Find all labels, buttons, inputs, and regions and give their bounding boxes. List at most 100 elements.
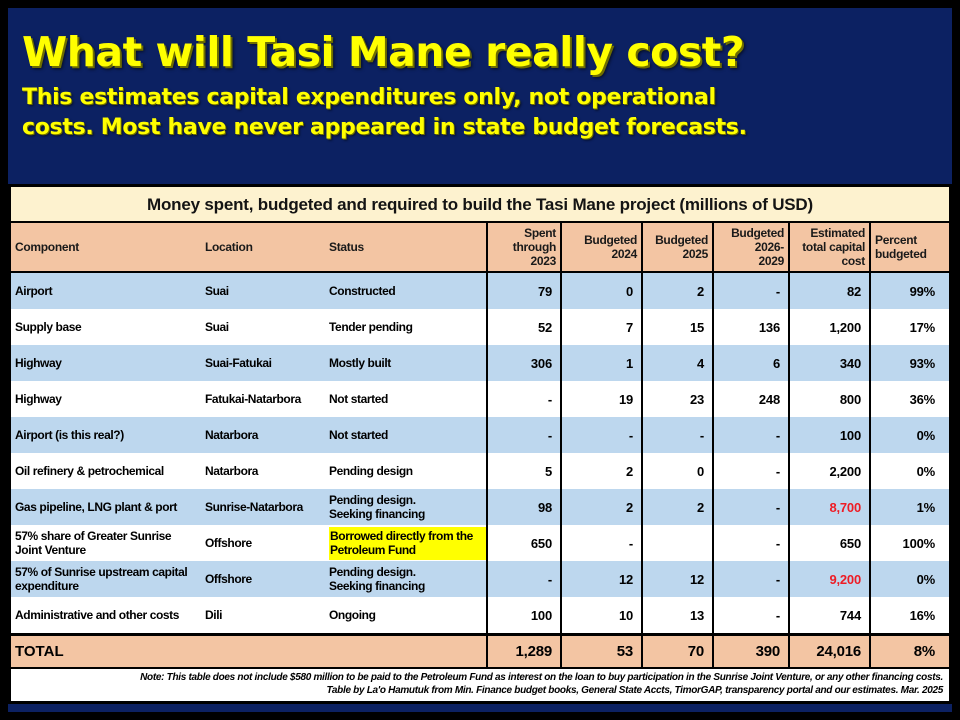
cell-b2024: 2 <box>560 489 641 525</box>
cell-b2026_2029: - <box>712 561 788 597</box>
cell-est_total: 650 <box>788 525 869 561</box>
cell-est_total: 1,200 <box>788 309 869 345</box>
cell-b2025: 2 <box>641 273 712 309</box>
cell-b2024: 19 <box>560 381 641 417</box>
cell-b2026_2029: - <box>712 597 788 633</box>
cell-est_total: 9,200 <box>788 561 869 597</box>
cell-b2026_2029: - <box>712 417 788 453</box>
table-body: Airport Suai Constructed 79 0 2-82 99% Supply b… <box>11 273 949 633</box>
cell-spent2023: 306 <box>486 345 560 381</box>
cell-b2024: 12 <box>560 561 641 597</box>
cell-spent2023: 98 <box>486 489 560 525</box>
cell-status: Constructed <box>329 284 396 298</box>
cell-b2025: 13 <box>641 597 712 633</box>
cell-b2025 <box>641 525 712 561</box>
total-b2026_2029: 390 <box>712 636 788 667</box>
cell-component: Supply base <box>15 320 82 334</box>
table-row: Gas pipeline, LNG plant & port Sunrise-Na… <box>11 489 949 525</box>
column-header-b2024: Budgeted 2024 <box>560 223 641 271</box>
total-pct: 8% <box>869 636 943 667</box>
cell-status: Not started <box>329 428 388 442</box>
total-est_total: 24,016 <box>788 636 869 667</box>
column-header-location: Location <box>205 240 253 254</box>
column-header-component: Component <box>15 240 79 254</box>
cell-location: Natarbora <box>205 464 259 478</box>
cell-est_total: 8,700 <box>788 489 869 525</box>
cell-location: Suai <box>205 320 229 334</box>
cell-status: Pending design. Seeking financing <box>329 565 425 593</box>
cell-b2025: 0 <box>641 453 712 489</box>
cell-pct: 16% <box>869 597 943 633</box>
cell-pct: 0% <box>869 453 943 489</box>
cell-location: Suai <box>205 284 229 298</box>
cell-component: Gas pipeline, LNG plant & port <box>15 500 178 514</box>
table-header-row: Component Location Status Spent through 202… <box>11 223 949 273</box>
cell-b2024: 1 <box>560 345 641 381</box>
cell-location: Offshore <box>205 536 252 550</box>
cell-pct: 99% <box>869 273 943 309</box>
cell-location: Dili <box>205 608 223 622</box>
cell-est_total: 100 <box>788 417 869 453</box>
cell-est_total: 82 <box>788 273 869 309</box>
cell-component: Administrative and other costs <box>15 608 180 622</box>
column-header-pct: Percent budgeted <box>869 223 943 271</box>
total-b2025: 70 <box>641 636 712 667</box>
cell-spent2023: - <box>486 381 560 417</box>
cell-status: Pending design. Seeking financing <box>329 493 425 521</box>
table-row: Highway Suai-Fatukai Mostly built 306 1 4 6 340… <box>11 345 949 381</box>
column-header-b2026_2029: Budgeted 2026- 2029 <box>712 223 788 271</box>
cell-b2025: 23 <box>641 381 712 417</box>
cell-component: Highway <box>15 392 62 406</box>
cell-b2024: 2 <box>560 453 641 489</box>
cell-b2025: 4 <box>641 345 712 381</box>
cell-b2024: 7 <box>560 309 641 345</box>
cell-b2024: 0 <box>560 273 641 309</box>
cell-b2024: 10 <box>560 597 641 633</box>
total-spent2023: 1,289 <box>486 636 560 667</box>
slide-background: What will Tasi Mane really cost? This es… <box>8 8 952 712</box>
cell-status: Tender pending <box>329 320 413 334</box>
cell-location: Natarbora <box>205 428 259 442</box>
cell-status: Pending design <box>329 464 413 478</box>
cell-pct: 36% <box>869 381 943 417</box>
column-header-b2025: Budgeted 2025 <box>641 223 712 271</box>
cell-b2026_2029: 248 <box>712 381 788 417</box>
cell-b2026_2029: 136 <box>712 309 788 345</box>
red-cost-value: 8,700 <box>829 499 861 515</box>
cell-spent2023: 5 <box>486 453 560 489</box>
cell-pct: 93% <box>869 345 943 381</box>
cell-b2025: 2 <box>641 489 712 525</box>
table-row: Airport (is this real?) Natarbora Not star… <box>11 417 949 453</box>
cell-b2026_2029: - <box>712 489 788 525</box>
cell-est_total: 340 <box>788 345 869 381</box>
cell-spent2023: - <box>486 417 560 453</box>
cell-b2026_2029: 6 <box>712 345 788 381</box>
red-cost-value: 9,200 <box>829 571 861 587</box>
cell-pct: 0% <box>869 561 943 597</box>
cell-b2024: - <box>560 525 641 561</box>
table-row: 57% of Sunrise upstream capital expendit… <box>11 561 949 597</box>
cost-table: Money spent, budgeted and required to bu… <box>8 184 952 704</box>
table-row: Oil refinery & petrochemical Natarbora Pen… <box>11 453 949 489</box>
cell-component: Airport (is this real?) <box>15 428 124 442</box>
cell-status: Not started <box>329 392 388 406</box>
total-b2024: 53 <box>560 636 641 667</box>
cell-b2025: 15 <box>641 309 712 345</box>
slide-subtitle-line-1: This estimates capital expenditures only… <box>22 85 716 111</box>
cell-spent2023: 52 <box>486 309 560 345</box>
slide-subtitle-line-2: costs. Most have never appeared in state… <box>22 114 747 140</box>
cell-pct: 1% <box>869 489 943 525</box>
cell-component: Highway <box>15 356 62 370</box>
cell-component: 57% of Sunrise upstream capital expendit… <box>15 565 188 593</box>
cell-spent2023: 100 <box>486 597 560 633</box>
cell-component: Oil refinery & petrochemical <box>15 464 164 478</box>
footnote-line-2: Table by La'o Hamutuk from Min. Finance … <box>326 685 943 696</box>
cell-spent2023: - <box>486 561 560 597</box>
cell-b2026_2029: - <box>712 453 788 489</box>
highlighted-status-text: Borrowed directly from the Petroleum Fun… <box>329 526 486 560</box>
cell-pct: 100% <box>869 525 943 561</box>
slide-title: What will Tasi Mane really cost? <box>22 28 745 76</box>
table-footnotes: Note: This table does not include $580 m… <box>11 669 949 701</box>
cell-status: Ongoing <box>329 608 376 622</box>
